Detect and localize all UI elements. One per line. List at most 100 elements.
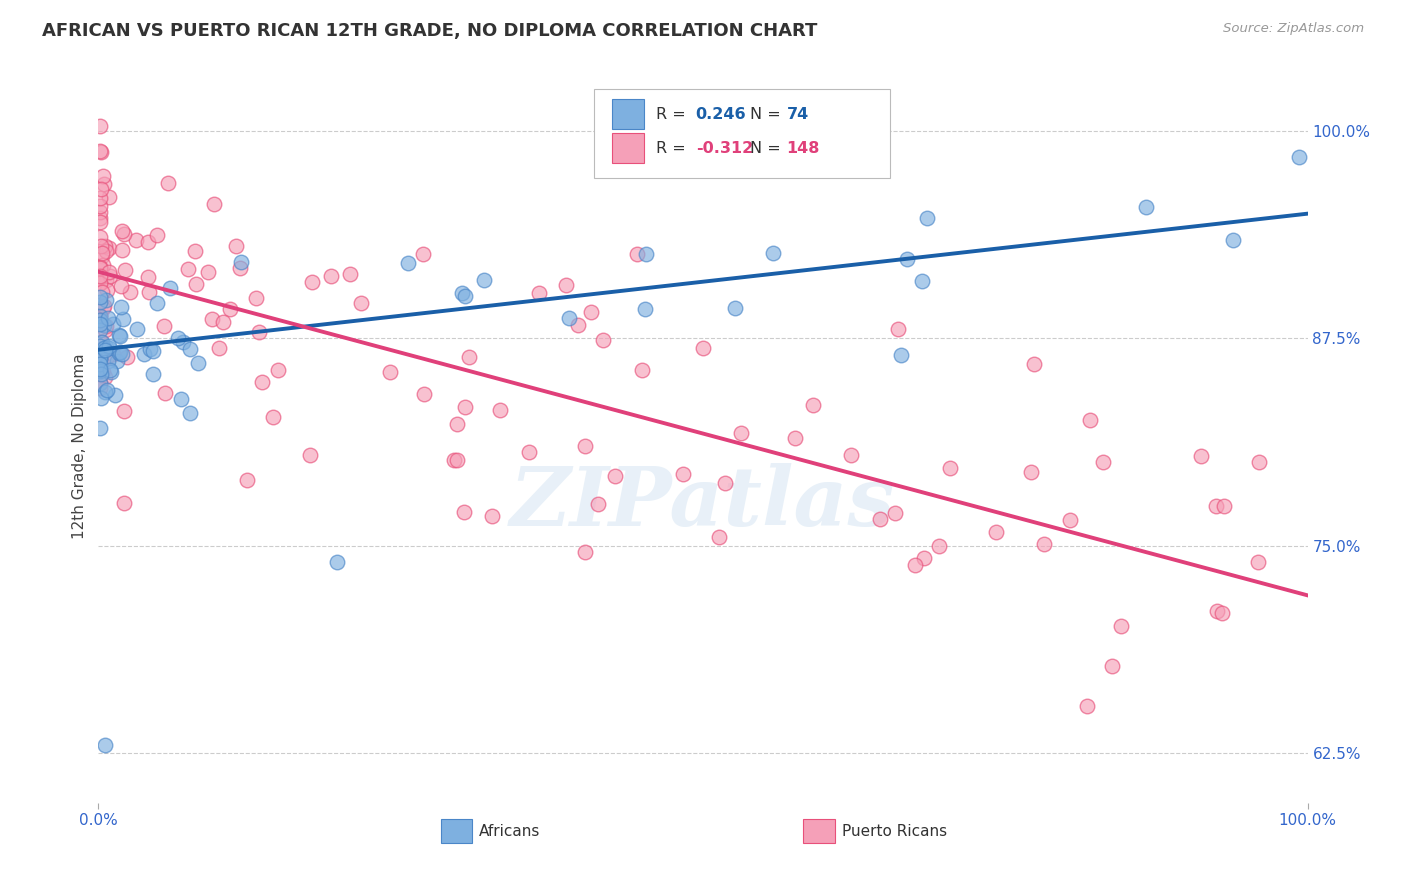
Point (157, 176, 180, 190)
Point (208, 341, 231, 355)
Point (91, 285, 114, 300)
Point (96, 283, 118, 297)
Text: R =: R = (655, 141, 690, 156)
Point (94, 385, 117, 400)
Point (91, 365, 114, 379)
Point (626, 247, 648, 261)
Point (91, 258, 114, 272)
Text: N =: N = (751, 141, 786, 156)
Point (89, 360, 111, 375)
Point (1211, 606, 1233, 620)
Point (94, 293, 117, 308)
Point (89, 119, 111, 133)
Point (111, 224, 134, 238)
Point (301, 275, 323, 289)
Point (98, 268, 121, 283)
Point (184, 277, 207, 292)
Point (90, 346, 112, 360)
FancyBboxPatch shape (595, 89, 890, 178)
Point (928, 539, 950, 553)
Point (1076, 698, 1098, 713)
Text: Africans: Africans (479, 824, 541, 838)
Point (93, 343, 115, 357)
Point (380, 365, 402, 379)
Point (89, 268, 111, 283)
Point (112, 311, 135, 326)
FancyBboxPatch shape (613, 99, 644, 129)
Point (112, 403, 135, 417)
Point (101, 347, 124, 361)
Point (94, 340, 117, 354)
Point (91, 334, 114, 349)
Point (631, 363, 654, 377)
Point (89, 215, 111, 229)
Point (89, 361, 111, 376)
Point (228, 260, 250, 275)
Point (89, 270, 111, 285)
Point (89, 261, 111, 276)
Point (474, 273, 496, 287)
Point (115, 350, 138, 364)
Point (886, 322, 908, 336)
Point (108, 327, 131, 342)
Point (212, 315, 235, 329)
Point (89, 211, 111, 225)
Point (579, 305, 602, 319)
Point (453, 505, 475, 519)
Point (94, 239, 117, 253)
Point (94, 738, 117, 752)
Point (250, 375, 273, 389)
Point (903, 558, 925, 573)
Point (93, 300, 115, 314)
Point (90, 334, 112, 349)
Point (96, 244, 118, 258)
Point (89, 277, 111, 291)
Point (89, 364, 111, 378)
Point (89, 276, 111, 290)
Point (89, 260, 111, 274)
Point (89, 323, 111, 337)
Point (89, 316, 111, 330)
Point (443, 452, 465, 467)
Point (125, 233, 148, 247)
Point (1189, 450, 1212, 464)
Point (202, 196, 225, 211)
Point (692, 341, 714, 355)
Point (457, 350, 479, 364)
Point (132, 347, 155, 361)
Point (90, 367, 112, 381)
Point (1092, 455, 1115, 469)
Point (127, 322, 149, 336)
Point (89, 376, 111, 391)
Point (634, 301, 657, 316)
Point (90, 182, 112, 196)
Point (574, 545, 596, 559)
Point (138, 270, 160, 285)
Point (915, 211, 938, 225)
Text: 0.246: 0.246 (696, 107, 747, 121)
Point (89, 342, 111, 356)
Point (100, 365, 122, 379)
Point (89, 357, 111, 371)
Point (89, 239, 111, 253)
Point (890, 348, 912, 362)
Point (201, 312, 224, 326)
Point (298, 448, 321, 462)
Point (714, 476, 737, 491)
Point (98, 363, 121, 377)
Point (89, 312, 111, 326)
Point (1206, 604, 1229, 618)
Point (839, 448, 862, 462)
Point (801, 398, 824, 412)
Point (187, 356, 209, 370)
Point (108, 345, 131, 359)
Point (89, 191, 111, 205)
Point (910, 274, 932, 288)
Point (558, 311, 581, 326)
Point (605, 468, 627, 483)
Point (146, 295, 169, 310)
Point (98, 264, 121, 278)
Point (112, 496, 135, 510)
Point (179, 406, 201, 420)
Point (245, 291, 267, 305)
